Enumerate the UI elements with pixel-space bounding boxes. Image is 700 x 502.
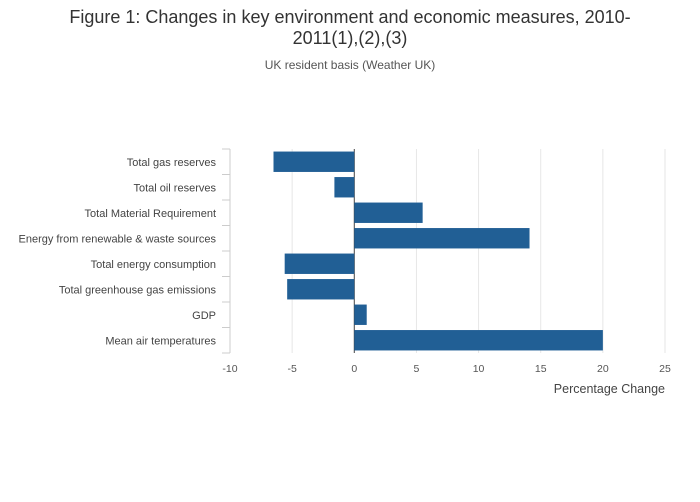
chart-title: Figure 1: Changes in key environment and… xyxy=(69,7,631,48)
x-tick-label: 20 xyxy=(597,363,609,375)
bar-total-energy-consumption xyxy=(284,253,355,274)
x-tick-label: 10 xyxy=(473,363,485,375)
x-tick-label: -5 xyxy=(287,363,296,375)
category-label: GDP xyxy=(192,310,216,322)
category-label: Mean air temperatures xyxy=(105,335,216,347)
bar-mean-air-temperatures xyxy=(354,330,603,351)
bar-total-greenhouse-gas-emissions xyxy=(287,279,355,300)
x-tick-label: -10 xyxy=(222,363,237,375)
x-tick-label: 15 xyxy=(535,363,547,375)
x-tick-label: 5 xyxy=(414,363,420,375)
bar-total-material-requirement xyxy=(354,202,423,223)
bar-total-gas-reserves xyxy=(273,151,355,172)
category-label: Total greenhouse gas emissions xyxy=(59,284,217,296)
chart-subtitle: UK resident basis (Weather UK) xyxy=(264,58,436,72)
category-label: Total energy consumption xyxy=(91,259,216,271)
x-tick-label: 25 xyxy=(659,363,671,375)
category-label: Total oil reserves xyxy=(133,182,216,194)
bar-total-oil-reserves xyxy=(334,177,355,198)
bar-gdp xyxy=(354,304,367,325)
category-label: Energy from renewable & waste sources xyxy=(19,233,217,245)
bar-energy-from-renewable-waste-sources xyxy=(354,228,530,249)
x-tick-label: 0 xyxy=(351,363,357,375)
category-label: Total Material Requirement xyxy=(85,208,216,220)
category-label: Total gas reserves xyxy=(127,157,217,169)
x-axis-title: Percentage Change xyxy=(554,382,665,396)
